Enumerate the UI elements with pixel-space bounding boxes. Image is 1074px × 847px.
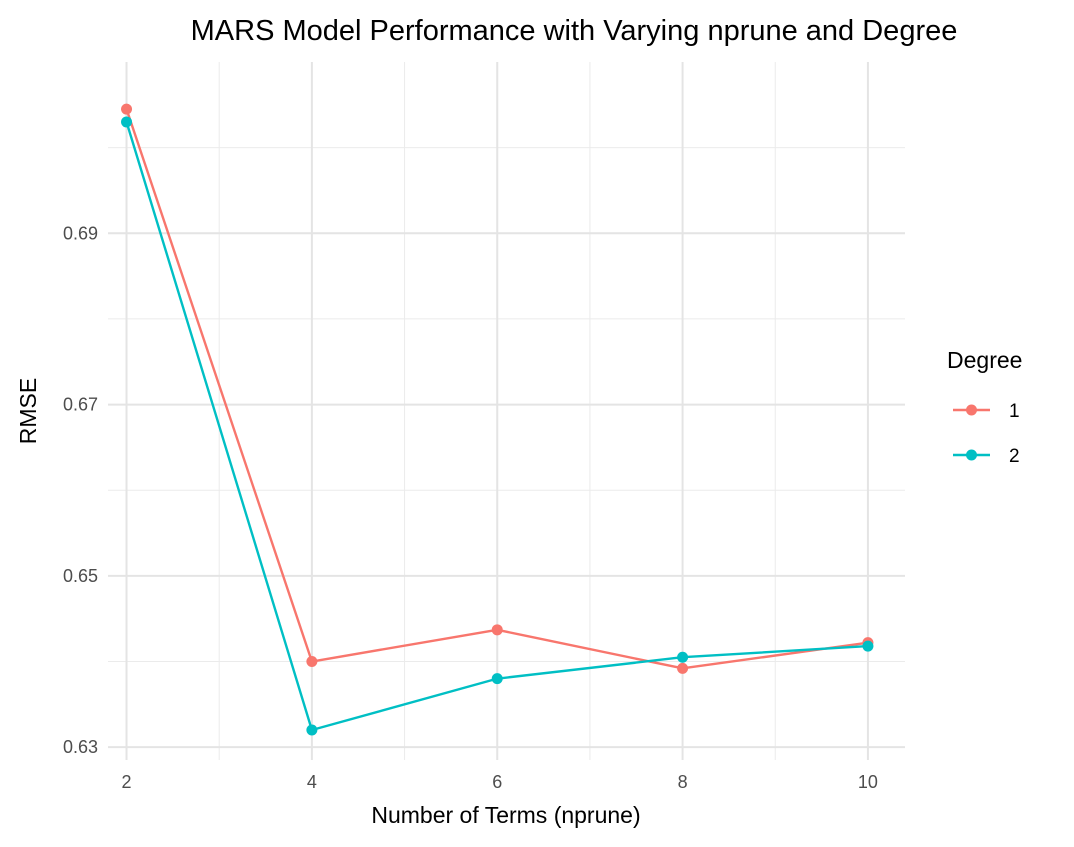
y-tick-label: 0.63 xyxy=(63,737,98,757)
series-layer xyxy=(121,103,874,736)
legend: Degree 12 xyxy=(947,347,1022,467)
x-tick-label: 4 xyxy=(307,772,317,792)
legend-items: 12 xyxy=(953,401,1020,467)
data-point-degree-1 xyxy=(306,656,318,668)
data-point-degree-2 xyxy=(491,673,503,685)
data-point-degree-2 xyxy=(677,651,689,663)
legend-marker-degree-1 xyxy=(966,404,977,416)
data-point-degree-1 xyxy=(677,662,689,674)
legend-title: Degree xyxy=(947,347,1022,373)
legend-marker-degree-2 xyxy=(966,449,977,461)
y-tick-label: 0.69 xyxy=(63,223,98,243)
data-point-degree-2 xyxy=(121,116,133,128)
y-axis-label: RMSE xyxy=(15,378,41,444)
data-point-degree-2 xyxy=(862,640,874,652)
x-tick-label: 2 xyxy=(122,772,132,792)
x-tick-label: 6 xyxy=(492,772,502,792)
chart-title: MARS Model Performance with Varying npru… xyxy=(191,15,958,47)
data-point-degree-2 xyxy=(306,724,318,736)
y-tick-label: 0.65 xyxy=(63,566,98,586)
data-point-degree-1 xyxy=(121,103,133,115)
x-axis-label: Number of Terms (nprune) xyxy=(371,802,640,828)
data-point-degree-1 xyxy=(491,624,503,636)
legend-label-degree-2: 2 xyxy=(1009,446,1020,467)
axis-tick-layer: 2 4 6 8 10 0.63 0.65 0.67 0.69 xyxy=(63,223,878,792)
y-tick-label: 0.67 xyxy=(63,395,98,415)
x-tick-label: 10 xyxy=(858,772,878,792)
x-tick-label: 8 xyxy=(678,772,688,792)
legend-label-degree-1: 1 xyxy=(1009,401,1020,422)
